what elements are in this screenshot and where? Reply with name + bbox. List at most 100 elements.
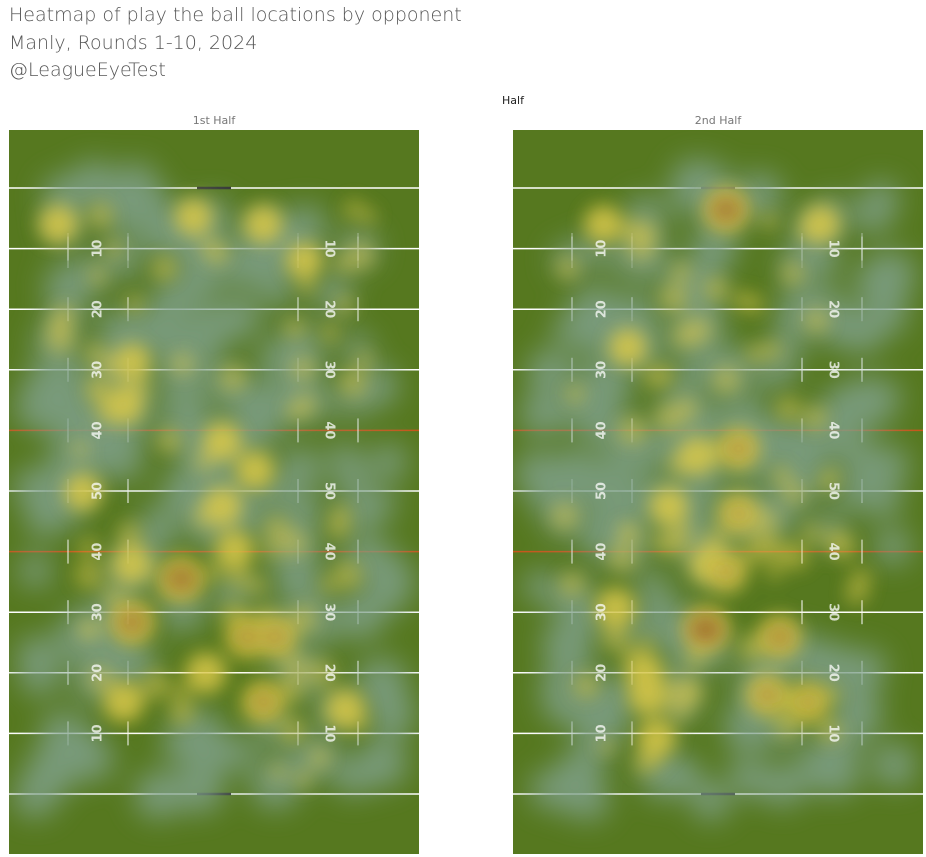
heat-hotspot xyxy=(801,204,840,244)
heat-blob xyxy=(278,675,305,703)
heat-blob xyxy=(684,316,713,345)
heat-hotspot xyxy=(202,421,242,461)
yard-number-left: 20 xyxy=(595,300,610,318)
yard-number-right: 30 xyxy=(322,603,337,621)
heat-hotspot xyxy=(185,652,227,694)
heat-blob xyxy=(370,443,408,481)
heat-hotspot xyxy=(243,204,283,244)
heat-blob xyxy=(684,648,706,669)
heat-blob xyxy=(133,509,177,553)
yard-number-right: 10 xyxy=(322,724,337,742)
heat-blob xyxy=(69,736,114,782)
heat-blob xyxy=(783,543,811,571)
heat-blob xyxy=(87,202,114,229)
heat-peak xyxy=(726,439,751,458)
heat-blob xyxy=(104,239,123,258)
yard-number-left: 40 xyxy=(91,421,106,439)
heat-blob xyxy=(156,427,183,454)
heat-blob xyxy=(88,266,107,286)
heat-blob xyxy=(780,261,805,286)
heat-blob xyxy=(616,521,637,542)
heat-hotspot xyxy=(202,486,243,527)
yard-number-right: 30 xyxy=(322,361,337,379)
chart-title-block: Heatmap of play the ball locations by op… xyxy=(9,2,462,85)
yard-number-right: 30 xyxy=(826,361,841,379)
heat-blob xyxy=(757,351,797,391)
heat-blob xyxy=(263,516,291,544)
heat-blob xyxy=(817,718,843,744)
heat-blob xyxy=(598,738,615,755)
heat-blob xyxy=(573,672,600,699)
heat-blob xyxy=(675,359,708,392)
heat-blob xyxy=(85,375,108,398)
heat-blob xyxy=(670,262,692,283)
heat-blob xyxy=(279,716,306,744)
heat-blob xyxy=(881,754,915,788)
heat-blob xyxy=(565,384,586,404)
yard-number-right: 50 xyxy=(322,482,337,500)
yard-number-left: 30 xyxy=(91,603,106,621)
heat-hotspot xyxy=(608,328,647,367)
heat-blob xyxy=(13,773,58,818)
yard-number-left: 20 xyxy=(91,300,106,318)
heat-blob xyxy=(849,568,872,591)
facet-header-label: Half xyxy=(502,94,524,107)
heat-blob xyxy=(632,751,656,775)
heat-blob xyxy=(134,770,183,819)
heat-blob xyxy=(633,572,671,610)
heat-blob xyxy=(177,316,226,365)
heat-blob xyxy=(732,290,753,311)
heat-blob xyxy=(727,757,767,797)
heatmap-layer xyxy=(13,160,416,819)
heat-peak xyxy=(165,566,197,592)
heat-peak xyxy=(710,197,742,223)
heat-hotspot xyxy=(174,197,213,236)
heat-blob xyxy=(223,738,256,772)
heat-peak xyxy=(797,693,819,711)
heat-blob xyxy=(168,698,196,725)
heat-blob xyxy=(657,367,675,384)
heat-blob xyxy=(284,317,306,339)
yard-number-right: 40 xyxy=(826,543,841,561)
yard-number-right: 50 xyxy=(826,482,841,500)
heat-blob xyxy=(843,379,880,416)
heat-blob xyxy=(289,604,318,633)
heat-blob xyxy=(79,619,100,640)
heat-blob xyxy=(179,260,222,302)
heat-blob xyxy=(294,770,312,788)
heat-blob xyxy=(343,198,364,220)
heat-blob xyxy=(853,194,893,234)
heat-blob xyxy=(659,283,689,313)
heat-blob xyxy=(45,324,75,354)
heat-blob xyxy=(766,563,784,581)
heat-blob xyxy=(773,711,801,738)
heat-hotspot xyxy=(285,241,323,279)
yard-number-left: 20 xyxy=(91,664,106,682)
heat-blob xyxy=(760,212,778,230)
yard-number-left: 10 xyxy=(91,724,106,742)
heat-peak xyxy=(715,563,737,580)
heat-blob xyxy=(13,467,55,509)
heat-blob xyxy=(670,520,693,543)
heat-blob xyxy=(335,590,385,641)
heat-blob xyxy=(227,566,250,589)
heat-blob xyxy=(712,365,741,394)
heat-blob xyxy=(326,515,350,539)
heat-blob xyxy=(761,764,805,808)
heat-blob xyxy=(654,403,684,433)
heat-blob xyxy=(170,351,195,377)
heat-blob xyxy=(607,542,637,572)
heat-blob xyxy=(836,471,875,511)
heat-hotspot xyxy=(595,587,636,628)
heat-blob xyxy=(775,396,802,422)
heat-peak xyxy=(766,626,793,648)
heat-base xyxy=(514,158,916,821)
heat-hotspot xyxy=(63,473,102,511)
heat-blob xyxy=(566,305,615,354)
heat-blob xyxy=(328,442,362,477)
heat-blob xyxy=(519,392,565,437)
heat-blob xyxy=(601,623,630,652)
panel-label-second-half: 2nd Half xyxy=(694,114,742,127)
heat-hotspot xyxy=(678,436,717,476)
heat-mid xyxy=(38,197,377,788)
